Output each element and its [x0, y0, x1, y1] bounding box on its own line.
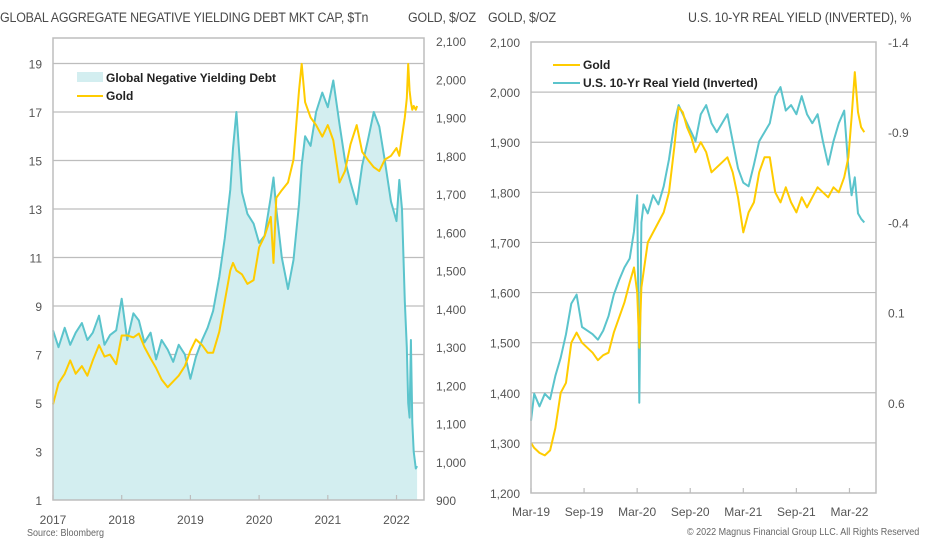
- y2-tick-label: 2,000: [436, 73, 466, 87]
- y-tick-label: 1,900: [490, 136, 520, 150]
- y2-tick-label: 1,600: [436, 226, 466, 240]
- legend-swatch-negative-yielding-debt: [77, 72, 103, 82]
- y2-tick-label: 2,100: [436, 35, 466, 49]
- y-tick-label: 3: [35, 446, 42, 460]
- y2-tick-label: 1,700: [436, 188, 466, 202]
- y2-tick-label: 1,300: [436, 341, 466, 355]
- left-chart: 2017 2018 2019 2020 2021 20221357911131517199…: [29, 35, 467, 527]
- y2-tick-label: 1,900: [436, 112, 466, 126]
- real-yield-line: [530, 86, 866, 421]
- y-tick-label: 2,000: [490, 86, 520, 100]
- y2-tick-label: -1.4: [888, 36, 909, 50]
- y-tick-label: 1,800: [490, 186, 520, 200]
- y2-tick-label: -0.9: [888, 126, 909, 140]
- plot-frame: [530, 41, 877, 494]
- right-chart-y-title: GOLD, $/OZ: [488, 10, 556, 25]
- copyright-note: © 2022 Magnus Financial Group LLC. All R…: [687, 527, 920, 538]
- x-tick-label: Sep-20: [671, 505, 710, 519]
- y-tick-label: 7: [35, 349, 42, 363]
- y-tick-label: 5: [35, 397, 42, 411]
- x-tick-label: 2019: [177, 513, 204, 527]
- y-tick-label: 1,700: [490, 236, 520, 250]
- y2-tick-label: 1,000: [436, 456, 466, 470]
- y-tick-label: 9: [35, 300, 42, 314]
- gold-line: [530, 71, 866, 457]
- x-tick-label: Mar-20: [618, 505, 656, 519]
- y-tick-label: 1,400: [490, 387, 520, 401]
- y2-tick-label: 0.6: [888, 397, 905, 411]
- source-note: Source: Bloomberg: [27, 528, 105, 539]
- left-chart-title: GLOBAL AGGREGATE NEGATIVE YIELDING DEBT …: [0, 10, 369, 25]
- x-tick-label: 2021: [314, 513, 341, 527]
- y-tick-label: 1,600: [490, 287, 520, 301]
- x-tick-label: 2018: [108, 513, 135, 527]
- y-tick-label: 1,200: [490, 487, 520, 501]
- x-tick-label: Mar-21: [724, 505, 762, 519]
- x-tick-label: Sep-19: [565, 505, 604, 519]
- y2-tick-label: 0.1: [888, 307, 905, 321]
- y-tick-label: 13: [29, 203, 43, 217]
- y-tick-label: 11: [30, 252, 43, 266]
- left-chart-y2-title: GOLD, $/OZ: [408, 10, 476, 25]
- y2-tick-label: 1,400: [436, 303, 466, 317]
- y2-tick-label: 1,800: [436, 150, 466, 164]
- x-tick-label: 2017: [40, 513, 67, 527]
- y2-tick-label: 900: [436, 494, 456, 508]
- x-tick-label: Mar-19: [512, 505, 550, 519]
- x-tick-label: 2022: [383, 513, 410, 527]
- gold-line: [52, 62, 419, 405]
- negative-yielding-debt-line: [52, 79, 418, 470]
- right-chart-title: U.S. 10-YR REAL YIELD (INVERTED), %: [688, 10, 912, 25]
- y-tick-label: 1: [35, 494, 42, 508]
- y2-tick-label: 1,500: [436, 265, 466, 279]
- x-tick-label: 2020: [246, 513, 273, 527]
- legend-label-gold: Gold: [583, 58, 610, 72]
- legend-label-real-yield: U.S. 10-Yr Real Yield (Inverted): [583, 76, 758, 90]
- y-tick-label: 1,300: [490, 437, 520, 451]
- y2-tick-label: 1,100: [436, 418, 466, 432]
- legend-label-negative-yielding-debt: Global Negative Yielding Debt: [106, 71, 276, 85]
- legend-label-gold: Gold: [106, 89, 133, 103]
- x-tick-label: Mar-22: [830, 505, 868, 519]
- y-tick-label: 15: [29, 155, 43, 169]
- negative-yielding-debt-area: [53, 80, 418, 500]
- y-tick-label: 1,500: [490, 337, 520, 351]
- x-tick-label: Sep-21: [777, 505, 816, 519]
- y2-tick-label: 1,200: [436, 379, 466, 393]
- y-tick-label: 2,100: [490, 36, 520, 50]
- plot-frame: [52, 37, 425, 501]
- y-tick-label: 17: [29, 106, 43, 120]
- y2-tick-label: -0.4: [888, 216, 909, 230]
- y-tick-label: 19: [29, 58, 43, 72]
- right-chart: Mar-19 Sep-19 Mar-20 Sep-20 Mar-21 Sep-21 Mar-…: [490, 36, 909, 519]
